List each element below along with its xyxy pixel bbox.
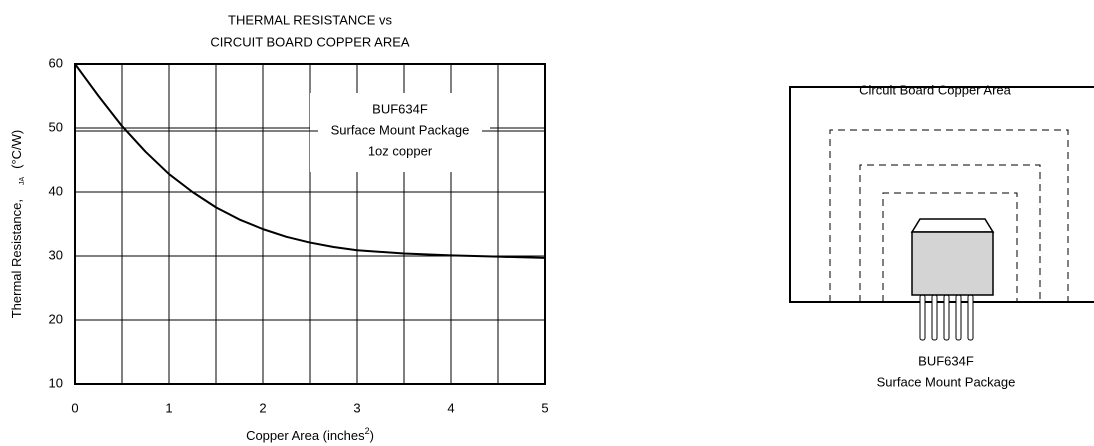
package-body xyxy=(911,231,994,296)
chart-title: CIRCUIT BOARD COPPER AREA xyxy=(210,34,409,49)
x-axis-label: Copper Area (inches2) xyxy=(246,426,374,443)
y-tick-label: 10 xyxy=(49,375,63,390)
y-label-text: Thermal Resistance, xyxy=(9,199,24,318)
annotation: Surface Mount Package xyxy=(331,122,470,137)
package-tab xyxy=(910,218,995,233)
x-tick-label: 4 xyxy=(447,400,454,415)
diagram-label: Surface Mount Package xyxy=(877,374,1016,389)
copper-area xyxy=(829,129,1069,302)
x-label-text: Copper Area (inches xyxy=(246,428,365,443)
y-tick-label: 30 xyxy=(49,247,63,262)
y-label-text: (°C/W) xyxy=(9,130,24,169)
x-tick-label: 1 xyxy=(165,400,172,415)
y-tick-label: 20 xyxy=(49,311,63,326)
y-axis-label: Thermal Resistance, JA (°C/W) xyxy=(9,130,25,319)
annotation: BUF634F xyxy=(372,101,428,116)
y-label-sub: JA xyxy=(19,177,26,186)
x-tick-label: 5 xyxy=(541,400,548,415)
x-tick-label: 3 xyxy=(353,400,360,415)
copper-area xyxy=(882,192,1018,302)
y-tick-label: 40 xyxy=(49,183,63,198)
diagram-title: Circuit Board Copper Area xyxy=(859,82,1012,97)
x-tick-label: 0 xyxy=(71,400,78,415)
y-tick-label: 50 xyxy=(49,119,63,134)
annotation: 1oz copper xyxy=(368,143,433,158)
board xyxy=(789,86,1094,303)
x-label-sup: 2 xyxy=(365,426,370,436)
curve xyxy=(74,63,546,259)
chart-title: THERMAL RESISTANCE vs xyxy=(228,12,392,27)
y-tick-label: 60 xyxy=(49,55,63,70)
diagram-label: BUF634F xyxy=(918,353,974,368)
copper-area xyxy=(859,164,1041,302)
annotation-bg xyxy=(310,93,490,172)
x-label-text: ) xyxy=(370,428,374,443)
plot-frame xyxy=(74,63,546,385)
x-tick-label: 2 xyxy=(259,400,266,415)
